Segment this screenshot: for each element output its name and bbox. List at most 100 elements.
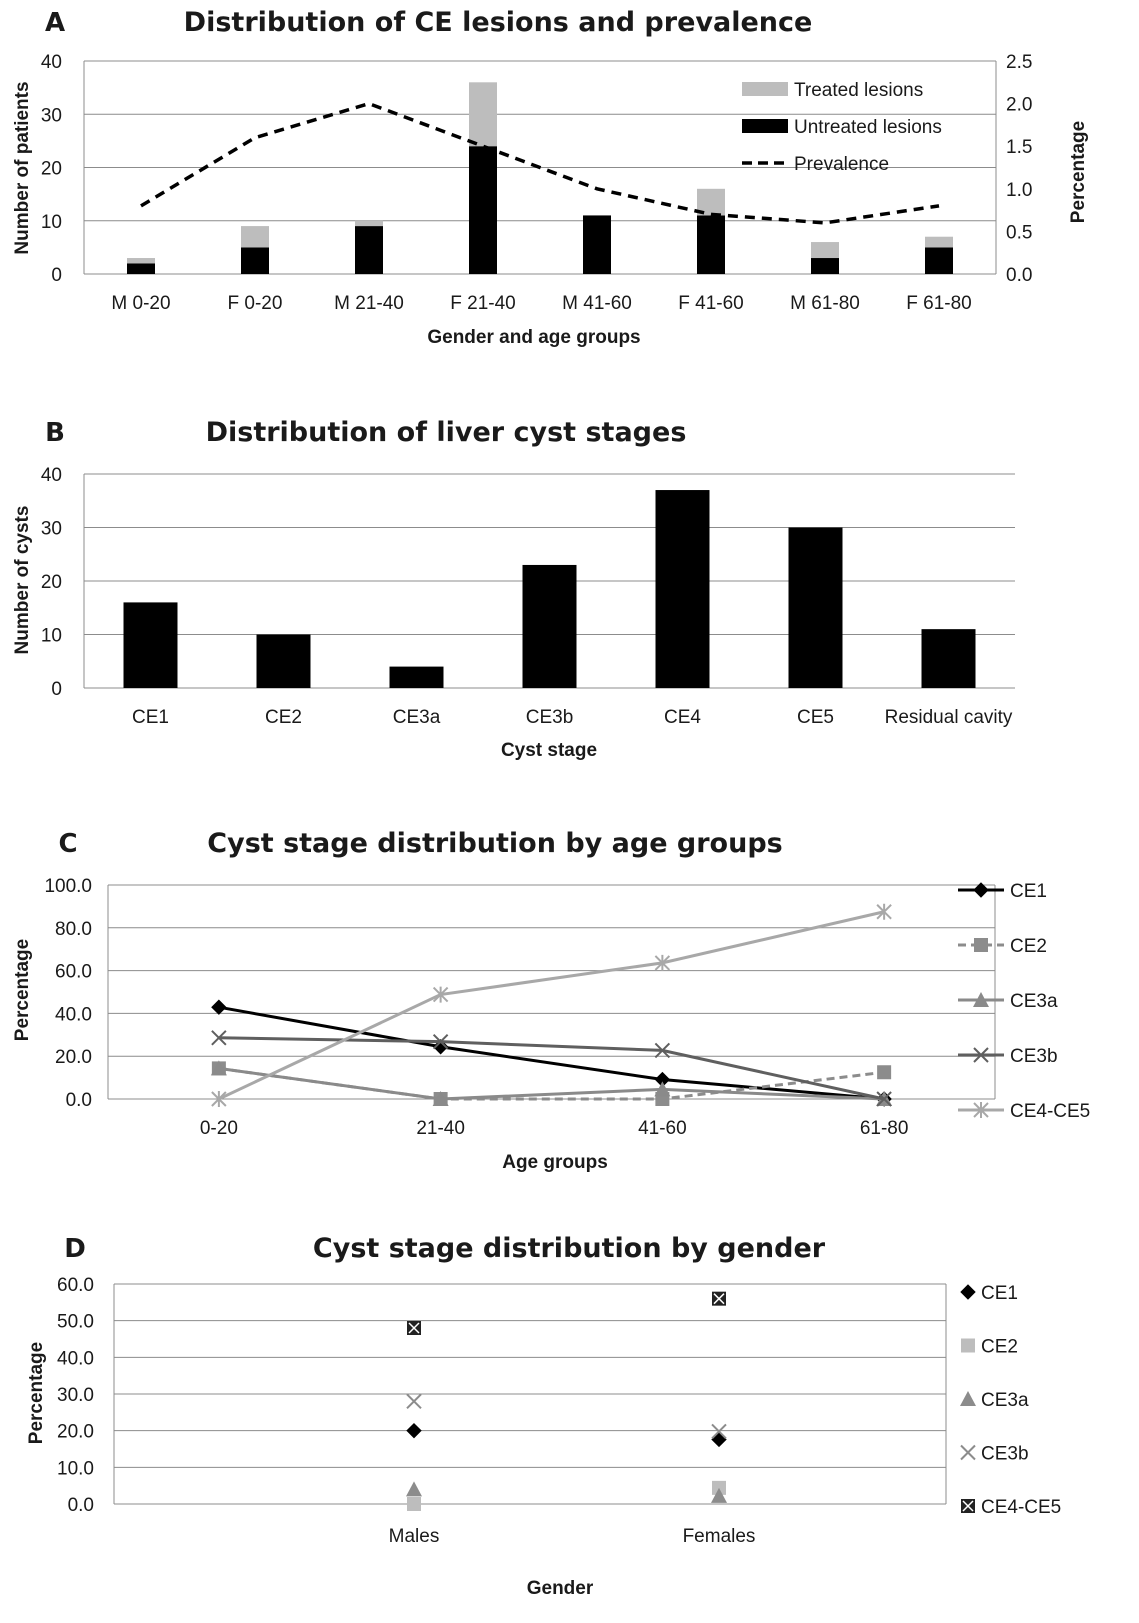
marker-ce4-ce5-cross — [713, 1293, 725, 1305]
bar-untreated-lesions — [127, 263, 155, 274]
left-ytick-label: 10.0 — [57, 1458, 94, 1479]
legend-label-ce1: CE1 — [981, 1283, 1018, 1304]
bar-untreated-lesions — [697, 215, 725, 274]
bar-treated-lesions — [355, 220, 383, 227]
marker-ce3a — [711, 1487, 727, 1503]
marker-ce2 — [712, 1480, 726, 1495]
xtick-label: Males — [389, 1526, 440, 1547]
legend-marker-ce1 — [960, 1284, 976, 1300]
left-ytick-label: 10 — [41, 212, 62, 233]
legend-label-ce3a: CE3a — [981, 1390, 1029, 1411]
left-ytick-label: 40 — [41, 465, 62, 486]
marker-ce3a — [210, 1060, 227, 1076]
left-ytick-label: 40.0 — [55, 1004, 92, 1025]
line-prevalence — [140, 101, 940, 225]
panel-letter: B — [45, 418, 65, 448]
left-ytick-label: 40 — [41, 52, 62, 73]
legend-marker-ce4-ce5 — [961, 1499, 975, 1513]
xtick-label: F 21-40 — [450, 293, 515, 314]
left-ytick-label: 50.0 — [57, 1312, 94, 1333]
right-ytick-label: 1.0 — [1006, 180, 1032, 201]
marker-ce1 — [711, 1431, 727, 1448]
bar-ce4 — [655, 490, 710, 688]
right-ytick-label: 2.0 — [1006, 95, 1032, 116]
bar-treated-lesions — [925, 236, 953, 248]
xtick-label: Residual cavity — [885, 707, 1013, 728]
marker-ce3b — [432, 1033, 449, 1050]
series-ce2 — [407, 1480, 726, 1511]
xtick-label: CE3b — [526, 707, 574, 728]
bar-treated-lesions — [811, 242, 839, 259]
panel-d: D Cyst stage distribution by gender 0.0 10.… — [26, 1233, 1061, 1599]
legend-label-prevalence: Prevalence — [794, 154, 889, 175]
xtick-label: 0-20 — [200, 1118, 238, 1139]
series-ce3a — [406, 1481, 727, 1503]
marker-ce4-ce5-cross — [408, 1322, 420, 1334]
right-ytick-label: 0.0 — [1006, 265, 1032, 286]
left-ytick-label: 20.0 — [55, 1047, 92, 1068]
left-ytick-label: 100.0 — [44, 876, 92, 897]
panel-letter: D — [64, 1234, 86, 1264]
xtick-label: CE1 — [132, 707, 169, 728]
line-ce3b — [218, 1036, 885, 1101]
series-ce3b — [211, 1030, 892, 1107]
xtick-label: F 41-60 — [678, 293, 743, 314]
panel-letter: C — [58, 829, 77, 859]
xtick-label: CE2 — [265, 707, 302, 728]
left-ytick-label: 0 — [51, 679, 62, 700]
marker-ce4-ce5 — [654, 954, 671, 971]
legend-label-ce3b: CE3b — [1010, 1046, 1058, 1067]
legend-label-ce4-ce5: CE4-CE5 — [981, 1497, 1061, 1518]
series-ce1 — [211, 999, 892, 1107]
legend: CE1 CE2 CE3a CE3b CE4-CE5 — [960, 1283, 1061, 1518]
chart-title: Distribution of liver cyst stages — [206, 417, 687, 448]
x-axis-title: Cyst stage — [501, 740, 597, 761]
left-ytick-label: 20 — [41, 572, 62, 593]
bar-untreated-lesions — [241, 247, 269, 274]
series-ce3b — [406, 1393, 727, 1440]
legend-label-untreated-lesions: Untreated lesions — [794, 117, 942, 138]
bar-untreated-lesions — [583, 215, 611, 274]
marker-ce4-ce5 — [432, 986, 449, 1003]
marker-ce4-ce5 — [712, 1291, 726, 1306]
left-ytick-label: 30 — [41, 519, 62, 540]
marker-ce3b — [711, 1423, 727, 1440]
y-axis-title: Number of patients — [12, 81, 33, 254]
bar-ce1 — [123, 602, 178, 688]
marker-ce3b — [406, 1393, 422, 1410]
legend: Treated lesions Untreated lesions Prevalen… — [742, 80, 942, 175]
legend-label-ce2: CE2 — [981, 1337, 1018, 1358]
legend-marker-ce3b — [960, 1444, 976, 1461]
legend-label-ce3b: CE3b — [981, 1444, 1029, 1465]
panel-letter: A — [45, 8, 65, 38]
x-axis-title: Gender — [527, 1578, 594, 1599]
xtick-label: CE4 — [664, 707, 701, 728]
marker-ce4-ce5 — [407, 1321, 421, 1335]
right-ytick-label: 2.5 — [1006, 52, 1032, 73]
xtick-label: F 61-80 — [906, 293, 971, 314]
left-ytick-label: 30.0 — [57, 1385, 94, 1406]
right-ytick-label: 0.5 — [1006, 222, 1032, 243]
left-ytick-label: 0.0 — [66, 1090, 92, 1111]
marker-ce3b — [211, 1030, 227, 1046]
xtick-label: CE3a — [393, 707, 441, 728]
xtick-label: M 41-60 — [562, 293, 632, 314]
panel-c: C Cyst stage distribution by age groups 0.… — [12, 828, 1090, 1173]
xtick-label: M 21-40 — [334, 293, 404, 314]
left-ytick-label: 10 — [41, 626, 62, 647]
left-ytick-label: 0 — [51, 265, 62, 286]
y-axis-title: Percentage — [26, 1342, 47, 1444]
left-ytick-label: 20.0 — [57, 1422, 94, 1443]
bar-ce3a — [389, 666, 444, 688]
bar-ce5 — [788, 527, 843, 688]
bar-treated-lesions — [241, 226, 269, 248]
legend-marker-ce1 — [973, 882, 989, 898]
xtick-label: F 0-20 — [228, 293, 283, 314]
legend-label-ce3a: CE3a — [1010, 991, 1058, 1012]
x-axis-title: Gender and age groups — [427, 327, 640, 348]
legend-marker-ce3a — [973, 992, 989, 1007]
left-ytick-label: 20 — [41, 159, 62, 180]
xtick-label: M 0-20 — [111, 293, 170, 314]
marker-ce3a — [406, 1481, 422, 1497]
xtick-label: M 61-80 — [790, 293, 860, 314]
